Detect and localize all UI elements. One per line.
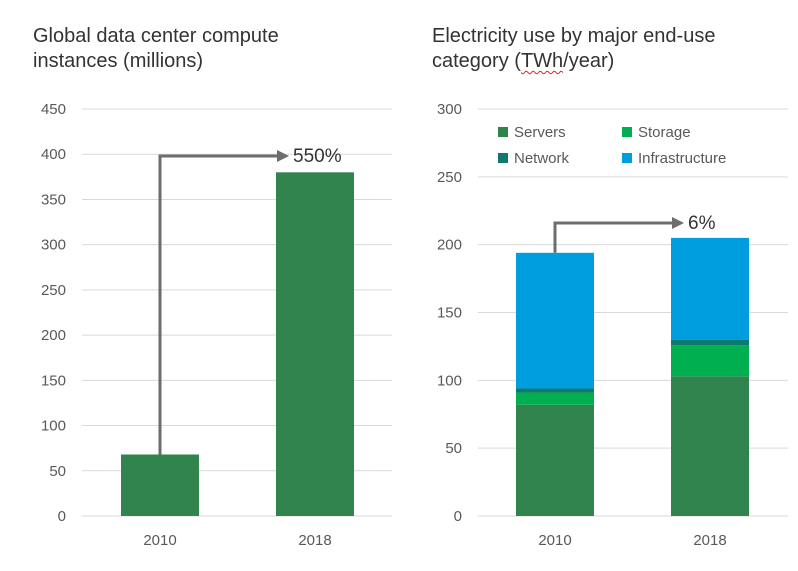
y-tick-label: 50: [445, 440, 462, 457]
bar: [121, 454, 199, 516]
y-tick-label: 250: [41, 282, 66, 299]
bar-segment-servers: [671, 376, 749, 516]
growth-arrow-line: [158, 154, 277, 455]
legend-swatch-network: [498, 153, 508, 163]
electricity-use-chart: 0 50 100 150 200 250 300 2010 2018 6% Servers Stora…: [437, 101, 788, 549]
y-tick-label: 0: [454, 508, 462, 525]
bar-segment-infrastructure: [516, 252, 594, 389]
y-tick-label: 0: [58, 508, 66, 525]
chart-title-electricity: Electricity use by major end-use categor…: [432, 24, 792, 74]
growth-arrow-line: [553, 221, 672, 253]
title-unit: TWh: [520, 50, 564, 72]
y-tick-label: 300: [437, 101, 462, 118]
y-tick-label: 100: [41, 418, 66, 435]
legend-label-network: Network: [514, 150, 570, 167]
bar-segment-servers: [516, 404, 594, 516]
y-tick-label: 100: [437, 372, 462, 389]
y-tick-label: 250: [437, 169, 462, 186]
bar-segment-infrastructure: [671, 237, 749, 340]
bar-segment-network: [516, 388, 594, 393]
bar-segment-storage: [516, 392, 594, 405]
growth-arrow-head: [277, 150, 289, 162]
y-tick-label: 400: [41, 146, 66, 163]
x-tick-label: 2018: [693, 532, 726, 549]
legend-swatch-servers: [498, 127, 508, 137]
y-tick-label: 50: [49, 463, 66, 480]
y-tick-label: 150: [437, 305, 462, 322]
bar: [276, 172, 354, 517]
x-tick-label: 2010: [143, 532, 176, 549]
y-tick-label: 450: [41, 101, 66, 118]
y-tick-label: 350: [41, 191, 66, 208]
title-line-2-prefix: category (: [432, 50, 521, 72]
legend-label-storage: Storage: [638, 124, 691, 141]
title-line-2-suffix: /year): [563, 50, 615, 72]
legend-swatch-infrastructure: [622, 153, 632, 163]
growth-arrow-head: [672, 217, 684, 229]
compute-instances-chart: 0 50 100 150 200 250 300 350 400 450 2010 2018 550%: [41, 101, 392, 549]
legend-label-infrastructure: Infrastructure: [638, 150, 726, 167]
title-line-2: instances (millions): [33, 50, 204, 72]
y-tick-label: 200: [41, 327, 66, 344]
bar-segment-network: [671, 339, 749, 346]
x-tick-label: 2010: [538, 532, 571, 549]
title-line-1: Global data center compute: [33, 25, 279, 47]
y-tick-label: 300: [41, 237, 66, 254]
bar-segment-storage: [671, 345, 749, 377]
chart-title-compute: Global data center compute instances (mi…: [33, 24, 373, 74]
y-tick-label: 200: [437, 237, 462, 254]
y-tick-label: 150: [41, 372, 66, 389]
growth-label: 550%: [293, 146, 342, 167]
title-line-1: Electricity use by major end-use: [432, 25, 716, 47]
legend-label-servers: Servers: [514, 124, 566, 141]
growth-label: 6%: [688, 213, 716, 234]
legend-swatch-storage: [622, 127, 632, 137]
x-tick-label: 2018: [298, 532, 331, 549]
